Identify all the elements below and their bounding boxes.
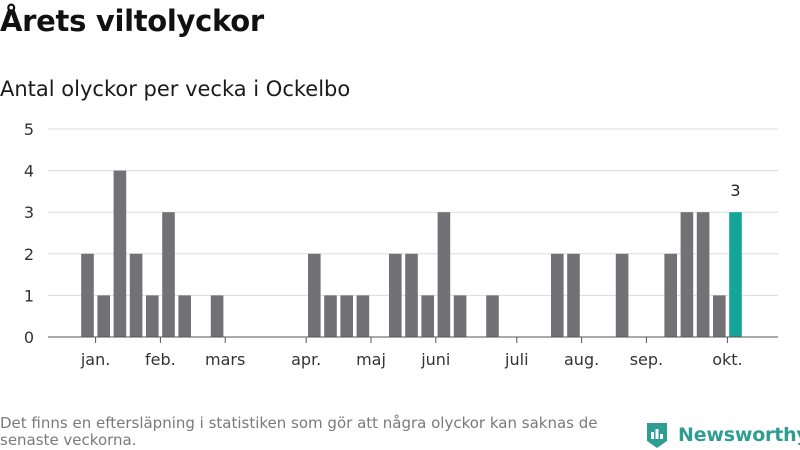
footnote: Det finns en eftersläpning i statistiken… bbox=[0, 414, 598, 449]
y-tick-label: 4 bbox=[24, 162, 34, 181]
x-tick-label: aug. bbox=[564, 350, 599, 369]
bar bbox=[664, 253, 677, 337]
x-tick-label: mars bbox=[205, 350, 245, 369]
data-label: 3 bbox=[730, 181, 740, 200]
bar bbox=[551, 253, 564, 337]
bar bbox=[615, 253, 629, 337]
bar bbox=[713, 295, 726, 337]
x-tick-label: okt. bbox=[712, 350, 742, 369]
bar bbox=[405, 253, 418, 337]
bar-chart-icon bbox=[647, 423, 667, 448]
bar bbox=[696, 212, 710, 337]
bar bbox=[146, 295, 159, 337]
bar bbox=[567, 253, 580, 337]
x-tick-label: sep. bbox=[630, 350, 663, 369]
x-tick-label: jan. bbox=[80, 350, 110, 369]
bar bbox=[486, 295, 499, 337]
bar bbox=[210, 295, 224, 337]
bar bbox=[308, 253, 321, 337]
bar bbox=[129, 253, 143, 337]
bar bbox=[437, 212, 451, 337]
newsworthy-logo[interactable]: Newsworthy bbox=[645, 420, 800, 450]
bar bbox=[356, 295, 370, 337]
x-tick-label: maj bbox=[356, 350, 386, 369]
bar bbox=[453, 295, 467, 337]
x-tick-label: juli bbox=[504, 350, 528, 369]
brand-name: Newsworthy bbox=[678, 424, 800, 446]
bar bbox=[680, 212, 694, 337]
chart-title: Årets viltolyckor bbox=[0, 4, 264, 38]
bar bbox=[389, 253, 402, 337]
y-tick-label: 1 bbox=[24, 286, 34, 305]
y-tick-label: 0 bbox=[24, 328, 34, 347]
x-tick-label: feb. bbox=[145, 350, 176, 369]
bar bbox=[340, 295, 353, 337]
bar bbox=[178, 295, 191, 337]
y-tick-label: 3 bbox=[24, 203, 34, 222]
x-tick-label: apr. bbox=[291, 350, 321, 369]
bar bbox=[97, 295, 110, 337]
x-tick-label: juni bbox=[420, 350, 450, 369]
bar bbox=[81, 253, 94, 337]
bar bbox=[113, 170, 127, 337]
y-tick-label: 5 bbox=[24, 120, 34, 139]
bar bbox=[324, 295, 337, 337]
y-tick-label: 2 bbox=[24, 245, 34, 264]
bar-current-week bbox=[729, 212, 742, 337]
chart-subtitle: Antal olyckor per vecka i Ockelbo bbox=[0, 77, 351, 101]
bar-chart: 0 1 2 3 4 5 jan. feb. mars apr. maj juni juli aug. sep… bbox=[24, 120, 778, 369]
bar bbox=[162, 212, 175, 337]
bar bbox=[421, 295, 434, 337]
